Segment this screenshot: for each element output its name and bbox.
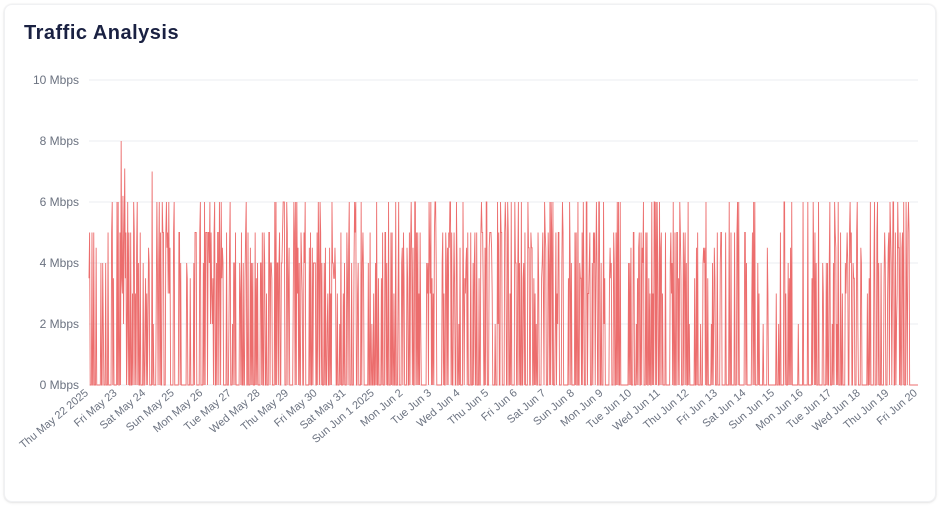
svg-text:6 Mbps: 6 Mbps <box>40 195 79 209</box>
svg-text:8 Mbps: 8 Mbps <box>40 134 79 148</box>
svg-text:4 Mbps: 4 Mbps <box>40 256 79 270</box>
svg-text:0 Mbps: 0 Mbps <box>40 378 79 392</box>
svg-text:10 Mbps: 10 Mbps <box>33 73 79 87</box>
svg-text:2 Mbps: 2 Mbps <box>40 317 79 331</box>
